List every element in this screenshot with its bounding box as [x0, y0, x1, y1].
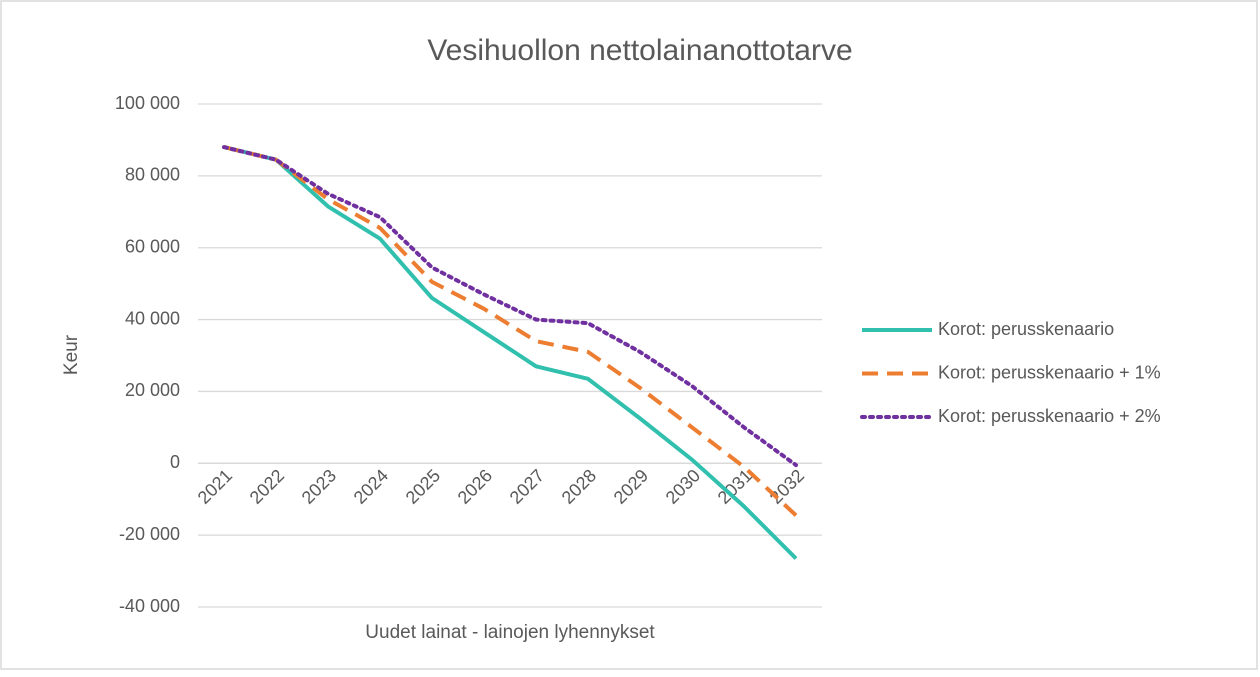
series-line	[222, 145, 798, 468]
series-line	[223, 145, 798, 517]
y-tick-label: 80 000	[125, 165, 180, 185]
y-tick-label: -20 000	[119, 524, 180, 544]
legend-label: Korot: perusskenaario + 1%	[938, 362, 1161, 382]
legend-label: Korot: perusskenaario	[938, 319, 1114, 339]
y-axis-label: Keur	[61, 334, 82, 375]
y-tick-label: 40 000	[125, 308, 180, 328]
y-tick-label: -40 000	[119, 596, 180, 616]
y-tick-label: 0	[170, 452, 180, 472]
chart-title: Vesihuollon nettolainanottotarve	[427, 34, 852, 67]
y-tick-label: 60 000	[125, 236, 180, 256]
legend-label: Korot: perusskenaario + 2%	[938, 406, 1161, 426]
series-line	[223, 145, 798, 560]
x-axis-label: Uudet lainat - lainojen lyhennykset	[365, 622, 655, 643]
y-tick-label: 100 000	[115, 93, 180, 113]
y-tick-label: 20 000	[125, 380, 180, 400]
